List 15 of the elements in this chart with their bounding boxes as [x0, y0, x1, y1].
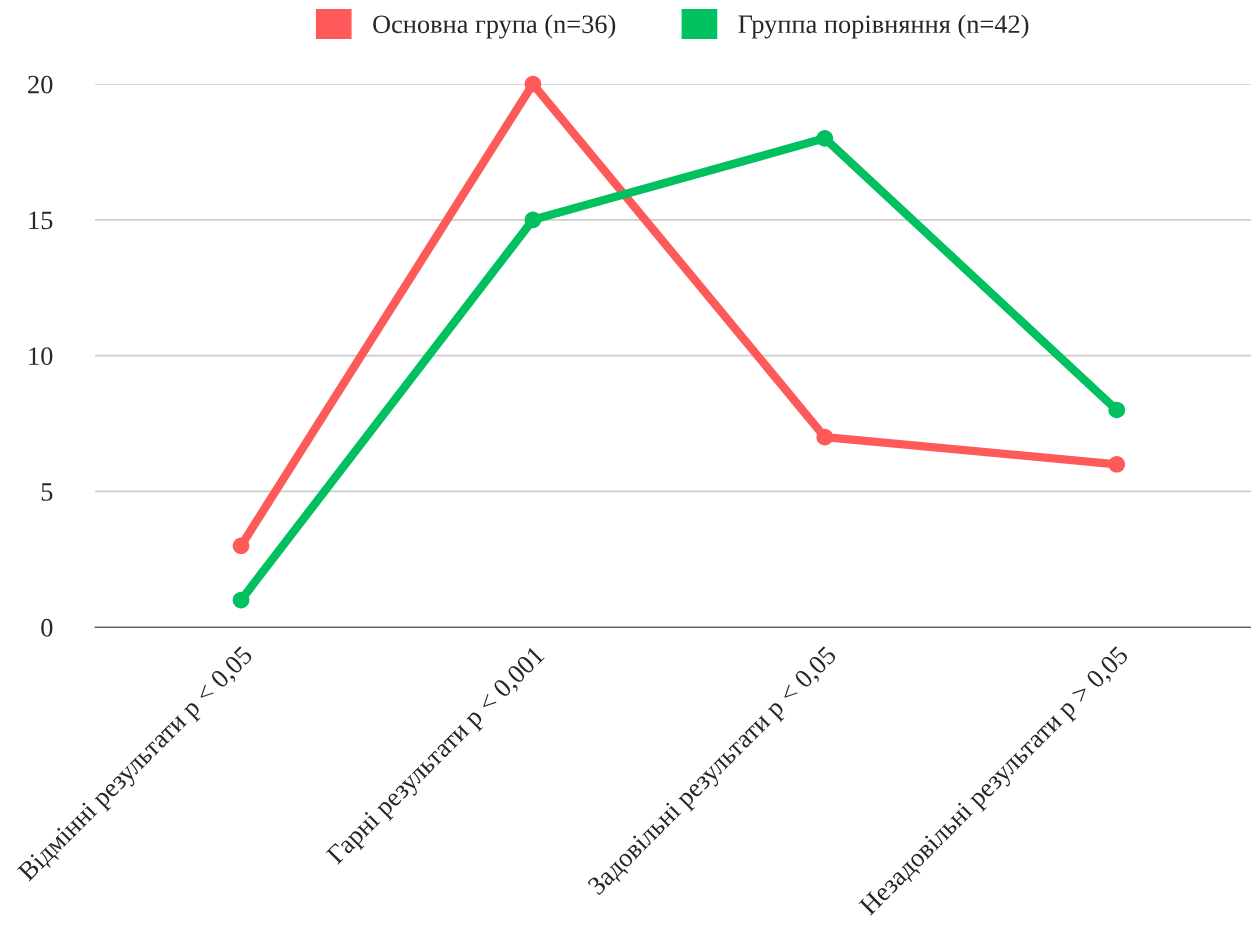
y-tick-label: 0 [41, 618, 53, 637]
point [1108, 401, 1126, 419]
y-tick-label: 10 [29, 347, 53, 366]
point [1108, 455, 1126, 473]
legend-label: Группа порівняння (n=42) [738, 14, 1029, 39]
point [524, 75, 542, 93]
point [232, 537, 250, 555]
point [232, 591, 250, 609]
y-tick-label: 20 [28, 75, 53, 94]
point [816, 130, 834, 147]
legend-label: Основна група (n=36) [373, 14, 616, 39]
y-tick-label: 5 [41, 483, 53, 501]
point [816, 428, 834, 446]
point [524, 211, 542, 229]
y-tick-label: 15 [29, 211, 53, 230]
